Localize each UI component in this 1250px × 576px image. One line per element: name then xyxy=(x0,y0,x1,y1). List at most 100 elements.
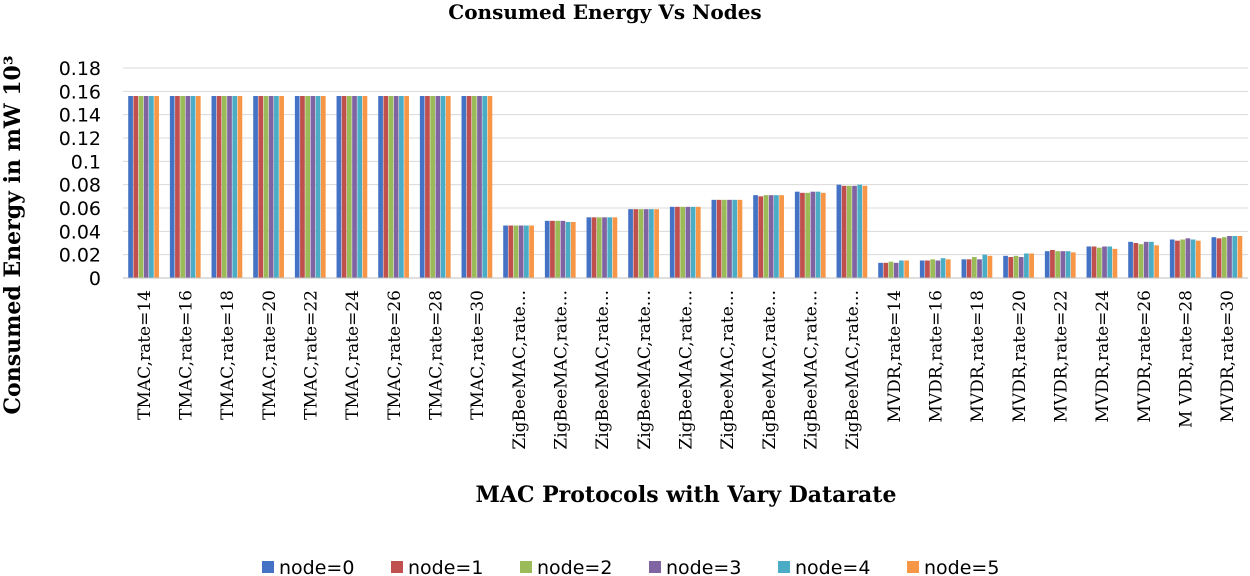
bar-node-0 xyxy=(1044,251,1050,278)
x-tick-label: TMAC,rate=24 xyxy=(343,290,363,420)
bar-node-1 xyxy=(175,96,180,278)
bar-node-2 xyxy=(596,217,602,278)
bar-node-1 xyxy=(883,262,889,278)
bar-node-3 xyxy=(560,220,566,278)
legend-swatch xyxy=(262,561,274,573)
bar-node-3 xyxy=(435,96,441,278)
x-tick-label: MVDR,rate=14 xyxy=(885,290,905,423)
bar-node-2 xyxy=(471,96,477,278)
bar-node-5 xyxy=(654,209,659,278)
y-tick-label: 0.04 xyxy=(59,221,101,243)
bar-node-1 xyxy=(966,259,972,278)
x-tick-label: MVDR,rate=24 xyxy=(1093,290,1113,423)
x-tick-label: MVDR,rate=22 xyxy=(1052,290,1072,423)
bar-node-5 xyxy=(320,96,326,278)
bar-node-1 xyxy=(550,220,555,278)
bar-node-0 xyxy=(378,96,383,278)
bar-node-1 xyxy=(216,96,222,278)
bar-node-5 xyxy=(820,192,826,278)
bar-node-4 xyxy=(190,96,196,278)
bar-node-3 xyxy=(893,262,899,278)
bar-node-3 xyxy=(518,225,524,278)
bar-node-4 xyxy=(899,260,904,278)
bar-node-1 xyxy=(508,225,514,278)
bar-node-3 xyxy=(185,96,191,278)
bar-node-3 xyxy=(977,259,982,278)
bar-node-5 xyxy=(1195,240,1201,278)
bar-node-4 xyxy=(440,96,446,278)
bar-node-4 xyxy=(149,96,154,278)
x-tick-label: ZigBeeMAC,rate... xyxy=(593,290,613,450)
legend-label: node=4 xyxy=(795,557,870,576)
bar-node-0 xyxy=(461,96,467,278)
bar-node-5 xyxy=(1154,245,1159,278)
bar-node-5 xyxy=(1237,236,1243,278)
bar-node-2 xyxy=(430,96,435,278)
bar-node-2 xyxy=(138,96,144,278)
legend-swatch xyxy=(391,561,403,573)
bar-node-4 xyxy=(1024,253,1029,278)
bar-node-3 xyxy=(1060,251,1066,278)
y-tick-label: 0.06 xyxy=(59,198,101,220)
y-axis-label: Consumed Energy in mW 10³ xyxy=(0,56,26,415)
bar-node-5 xyxy=(529,225,534,278)
bar-node-4 xyxy=(565,222,571,278)
y-axis-ticks: 00.020.040.060.080.10.120.140.160.18 xyxy=(59,58,101,290)
x-tick-label: MVDR,rate=16 xyxy=(927,290,947,423)
bar-node-1 xyxy=(591,217,597,278)
bar-node-3 xyxy=(393,96,399,278)
bar-node-4 xyxy=(274,96,279,278)
bar-node-3 xyxy=(352,96,357,278)
bars xyxy=(128,96,1243,278)
bar-node-4 xyxy=(399,96,404,278)
bar-node-4 xyxy=(357,96,363,278)
bar-node-1 xyxy=(758,196,764,278)
bar-node-1 xyxy=(300,96,305,278)
bar-node-5 xyxy=(904,260,909,278)
bar-node-5 xyxy=(945,259,951,278)
legend-label: node=5 xyxy=(924,557,999,576)
bar-node-2 xyxy=(638,209,644,278)
bar-node-5 xyxy=(445,96,451,278)
x-tick-label: TMAC,rate=28 xyxy=(427,290,447,420)
x-tick-label: MVDR,rate=30 xyxy=(1218,290,1238,423)
y-tick-label: 0.14 xyxy=(59,105,101,127)
chart-title: Consumed Energy Vs Nodes xyxy=(448,0,761,24)
bar-node-3 xyxy=(310,96,316,278)
bar-node-0 xyxy=(586,217,592,278)
legend-swatch xyxy=(520,561,532,573)
bar-node-0 xyxy=(878,262,883,278)
bar-node-4 xyxy=(232,96,238,278)
bar-node-5 xyxy=(1070,252,1076,278)
bar-node-3 xyxy=(935,260,941,278)
x-tick-label: MVDR,rate=26 xyxy=(1135,290,1155,423)
x-tick-label: TMAC,rate=26 xyxy=(385,290,405,420)
bar-node-3 xyxy=(1143,241,1149,278)
bar-node-2 xyxy=(888,261,894,278)
bar-node-4 xyxy=(815,191,821,278)
bar-node-4 xyxy=(607,217,613,278)
bar-node-2 xyxy=(221,96,227,278)
x-axis-label: MAC Protocols with Vary Datarate xyxy=(476,482,897,508)
bar-node-4 xyxy=(1232,236,1238,278)
bar-node-1 xyxy=(1008,257,1014,278)
bar-node-3 xyxy=(1102,246,1107,278)
y-tick-label: 0.1 xyxy=(71,151,101,173)
legend-label: node=3 xyxy=(666,557,741,576)
bar-node-3 xyxy=(143,96,149,278)
bar-node-5 xyxy=(154,96,159,278)
bar-node-1 xyxy=(800,192,805,278)
bar-node-2 xyxy=(846,185,852,278)
x-tick-label: TMAC,rate=20 xyxy=(260,290,280,420)
bar-node-2 xyxy=(180,96,185,278)
bar-node-0 xyxy=(1128,241,1133,278)
x-tick-label: TMAC,rate=18 xyxy=(218,290,238,420)
x-tick-label: TMAC,rate=22 xyxy=(302,290,322,420)
bar-node-5 xyxy=(195,96,201,278)
bar-node-3 xyxy=(227,96,232,278)
bar-node-1 xyxy=(1216,238,1222,278)
bar-node-2 xyxy=(1096,247,1102,278)
x-tick-label: ZigBeeMAC,rate... xyxy=(635,290,655,450)
bar-node-4 xyxy=(857,184,863,278)
